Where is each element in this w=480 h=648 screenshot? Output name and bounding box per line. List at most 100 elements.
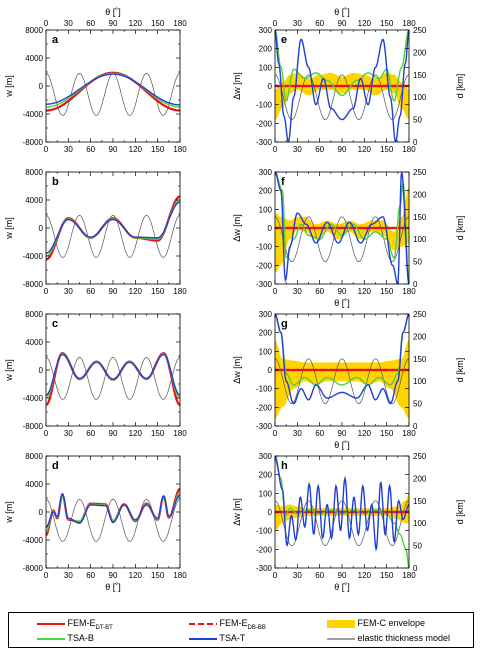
thickness-line-d bbox=[46, 499, 180, 542]
d-tick-label-e: 250 bbox=[413, 26, 427, 35]
series-fem_dt-a bbox=[46, 71, 180, 112]
xtick-label-top-a: 30 bbox=[64, 19, 73, 28]
envelope-e bbox=[275, 72, 409, 120]
xtick-label-h: 0 bbox=[273, 571, 278, 580]
panel-letter-b: b bbox=[52, 176, 59, 188]
series-tsa_b-g bbox=[275, 314, 409, 386]
d-axis-title-g: d [km] bbox=[455, 358, 465, 383]
xtick-label-c: 150 bbox=[151, 429, 165, 438]
legend-tsa-b: TSA-B bbox=[37, 633, 94, 644]
panel-c: 0 30 60 90 120 150 180 -8000 -4000 0 4000 8000 w [m]… bbox=[4, 310, 187, 438]
xtick-label-c: 30 bbox=[64, 429, 73, 438]
envelope-f bbox=[275, 186, 409, 273]
d-tick-label-e: 200 bbox=[413, 48, 427, 57]
ytick-label-f: 100 bbox=[259, 205, 273, 214]
d-tick-label-g: 0 bbox=[413, 422, 418, 431]
d-tick-label-e: 50 bbox=[413, 116, 422, 125]
y-axis-title-a: w [m] bbox=[4, 75, 14, 98]
legend-fem-dt: FEM-EDT-BT bbox=[37, 618, 113, 634]
ytick-label-f: -300 bbox=[256, 280, 273, 289]
x-axis-title-f: θ [˚] bbox=[334, 298, 350, 308]
d-tick-label-f: 0 bbox=[413, 280, 418, 289]
ytick-label-g: 200 bbox=[259, 329, 273, 338]
ytick-label-e: 100 bbox=[259, 63, 273, 72]
plot-area-f bbox=[275, 172, 409, 284]
d-tick-label-e: 100 bbox=[413, 93, 427, 102]
xtick-label-e: 150 bbox=[380, 145, 394, 154]
xtick-label-f: 180 bbox=[402, 287, 416, 296]
xtick-label-top-a: 60 bbox=[86, 19, 95, 28]
ytick-label-b: 0 bbox=[39, 224, 44, 233]
ytick-label-a: 8000 bbox=[25, 26, 43, 35]
d-tick-label-f: 250 bbox=[413, 168, 427, 177]
xtick-label-f: 150 bbox=[380, 287, 394, 296]
xtick-label-d: 180 bbox=[173, 571, 187, 580]
xtick-label-top-e: 0 bbox=[273, 19, 278, 28]
series-tsa_b-c bbox=[46, 353, 180, 399]
legend-fem-db-sub: DB-BB bbox=[247, 624, 266, 631]
ytick-label-a: 0 bbox=[39, 82, 44, 91]
ytick-label-e: 200 bbox=[259, 45, 273, 54]
x-axis-title-top-a: θ [˚] bbox=[105, 7, 121, 17]
d-tick-label-e: 0 bbox=[413, 138, 418, 147]
y-axis-title-h: Δw [m] bbox=[232, 498, 242, 526]
xtick-label-b: 90 bbox=[109, 287, 118, 296]
legend-tsa-t: TSA-T bbox=[189, 633, 245, 644]
xtick-label-top-e: 150 bbox=[380, 19, 394, 28]
ytick-label-g: 100 bbox=[259, 347, 273, 356]
series-tsa_b-b bbox=[46, 199, 180, 257]
legend-thickness: elastic thickness model bbox=[327, 633, 450, 644]
panel-letter-d: d bbox=[52, 460, 59, 472]
plot-area-g bbox=[275, 314, 409, 419]
y-axis-title-b: w [m] bbox=[4, 217, 14, 240]
ytick-label-f: 200 bbox=[259, 187, 273, 196]
y-axis-title-f: Δw [m] bbox=[232, 214, 242, 242]
ytick-label-a: -8000 bbox=[23, 138, 44, 147]
xtick-label-b: 150 bbox=[151, 287, 165, 296]
d-tick-label-h: 50 bbox=[413, 542, 422, 551]
xtick-label-h: 150 bbox=[380, 571, 394, 580]
plot-area-c bbox=[46, 352, 180, 407]
ytick-label-f: -200 bbox=[256, 261, 273, 270]
d-tick-label-f: 50 bbox=[413, 258, 422, 267]
thickness-line-g bbox=[275, 358, 409, 404]
ytick-label-a: 4000 bbox=[25, 54, 43, 63]
xtick-label-a: 150 bbox=[151, 145, 165, 154]
legend-thickness-label: elastic thickness model bbox=[357, 633, 451, 643]
panel-a: 0 30 60 90 120 150 180 θ [˚] 0 30 60 90 120 150 180 -80… bbox=[4, 7, 187, 154]
d-tick-label-g: 100 bbox=[413, 377, 427, 386]
series-tsa_t-b bbox=[46, 201, 180, 254]
ytick-label-e: -300 bbox=[256, 138, 273, 147]
xtick-label-a: 90 bbox=[109, 145, 118, 154]
d-tick-label-g: 200 bbox=[413, 332, 427, 341]
x-axis-title-top-e: θ [˚] bbox=[334, 7, 350, 17]
ytick-label-g: 0 bbox=[268, 366, 273, 375]
legend-fem-dt-sub: DT-BT bbox=[95, 624, 113, 631]
xtick-label-h: 180 bbox=[402, 571, 416, 580]
plot-area-b bbox=[46, 195, 180, 261]
series-tsa_t-c bbox=[46, 353, 180, 396]
d-tick-label-e: 150 bbox=[413, 71, 427, 80]
xtick-label-top-e: 90 bbox=[338, 19, 347, 28]
frame-a bbox=[45, 29, 181, 143]
series-tsa_t-h bbox=[275, 456, 409, 552]
d-tick-label-f: 200 bbox=[413, 190, 427, 199]
xtick-label-f: 0 bbox=[273, 287, 278, 296]
xtick-label-e: 0 bbox=[273, 145, 278, 154]
legend-envelope: FEM-C envelope bbox=[327, 618, 425, 629]
ytick-label-d: 0 bbox=[39, 508, 44, 517]
xtick-label-a: 30 bbox=[64, 145, 73, 154]
panel-letter-g: g bbox=[281, 318, 288, 330]
ytick-label-d: -4000 bbox=[23, 536, 44, 545]
xtick-label-d: 60 bbox=[86, 571, 95, 580]
frame-b bbox=[45, 171, 181, 285]
panel-b: 0 30 60 90 120 150 180 -8000 -4000 0 4000 8000 w [m]… bbox=[4, 168, 187, 296]
ytick-label-e: 0 bbox=[268, 82, 273, 91]
xtick-label-f: 120 bbox=[358, 287, 372, 296]
y-axis-title-d: w [m] bbox=[4, 501, 14, 524]
xtick-label-h: 120 bbox=[358, 571, 372, 580]
ytick-label-h: 100 bbox=[259, 489, 273, 498]
xtick-label-e: 60 bbox=[315, 145, 324, 154]
xtick-label-a: 180 bbox=[173, 145, 187, 154]
